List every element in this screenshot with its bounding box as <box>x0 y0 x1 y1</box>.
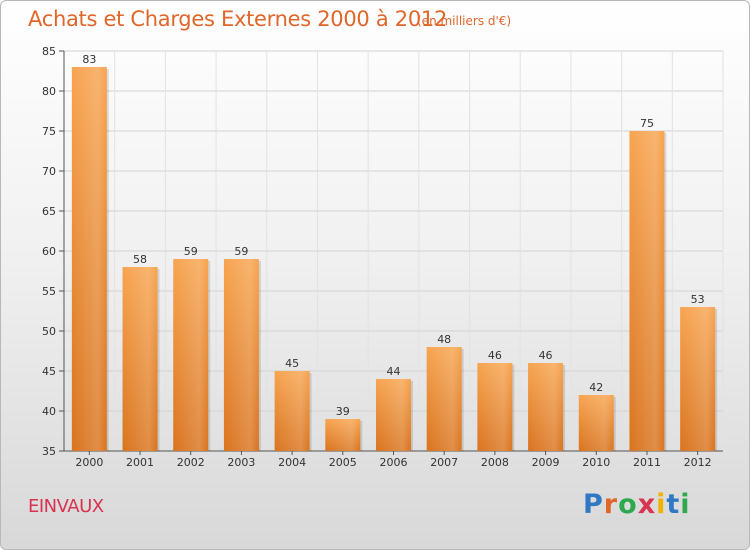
commune-name: EINVAUX <box>28 496 104 517</box>
y-tick-label: 85 <box>42 45 56 58</box>
y-tick-label: 80 <box>42 85 56 98</box>
chart-unit: (en milliers d'€) <box>417 14 512 28</box>
bar-highlight <box>578 395 614 451</box>
x-tick-label: 2011 <box>633 456 661 469</box>
data-label: 42 <box>589 381 603 394</box>
logo-letter: r <box>603 489 619 520</box>
logo-letter: P <box>583 489 604 520</box>
x-tick-label: 2003 <box>227 456 255 469</box>
data-label: 83 <box>82 53 96 66</box>
y-tick-label: 70 <box>42 165 56 178</box>
data-label: 48 <box>437 333 451 346</box>
data-label: 53 <box>691 293 705 306</box>
chart-title: Achats et Charges Externes 2000 à 2012 <box>28 7 448 31</box>
x-tick-label: 2012 <box>684 456 712 469</box>
data-label: 44 <box>387 365 401 378</box>
x-tick-label: 2001 <box>126 456 154 469</box>
logo-letter: t <box>666 489 681 520</box>
proxiti-logo: Proxiti <box>583 489 691 520</box>
data-label: 59 <box>234 245 248 258</box>
bar-highlight <box>274 371 310 451</box>
bar-highlight <box>477 363 513 451</box>
y-tick-label: 65 <box>42 205 56 218</box>
data-label: 46 <box>539 349 553 362</box>
y-tick-label: 45 <box>42 365 56 378</box>
y-tick-label: 60 <box>42 245 56 258</box>
bar-highlight <box>376 379 411 451</box>
x-tick-label: 2007 <box>430 456 458 469</box>
bar-highlight <box>426 347 462 451</box>
bar-highlight <box>528 363 564 451</box>
logo-letter: i <box>680 489 691 520</box>
x-tick-label: 2004 <box>278 456 306 469</box>
y-tick-label: 40 <box>42 405 56 418</box>
logo-letter: x <box>637 489 657 520</box>
bar-highlight <box>173 259 209 451</box>
y-tick-label: 35 <box>42 445 56 458</box>
bar-highlight <box>680 307 716 451</box>
data-label: 46 <box>488 349 502 362</box>
bar-highlight <box>629 131 665 451</box>
x-tick-label: 2000 <box>75 456 103 469</box>
x-tick-label: 2010 <box>582 456 610 469</box>
bar-highlight <box>71 67 107 451</box>
logo-letter: o <box>618 489 638 520</box>
y-tick-label: 75 <box>42 125 56 138</box>
y-tick-label: 55 <box>42 285 56 298</box>
data-label: 59 <box>184 245 198 258</box>
x-tick-label: 2002 <box>177 456 205 469</box>
data-label: 45 <box>285 357 299 370</box>
data-label: 39 <box>336 405 350 418</box>
logo-letter: i <box>656 489 667 520</box>
bar-highlight <box>223 259 259 451</box>
bar-layer: 83 58 59 59 45 39 44 48 46 46 42 75 53 <box>71 53 718 451</box>
x-tick-label: 2008 <box>481 456 509 469</box>
bar-highlight <box>325 419 361 451</box>
x-tick-label: 2006 <box>380 456 408 469</box>
bar-highlight <box>122 267 158 451</box>
x-tick-label: 2005 <box>329 456 357 469</box>
y-tick-label: 50 <box>42 325 56 338</box>
data-label: 75 <box>640 117 654 130</box>
x-tick-label: 2009 <box>532 456 560 469</box>
data-label: 58 <box>133 253 147 266</box>
